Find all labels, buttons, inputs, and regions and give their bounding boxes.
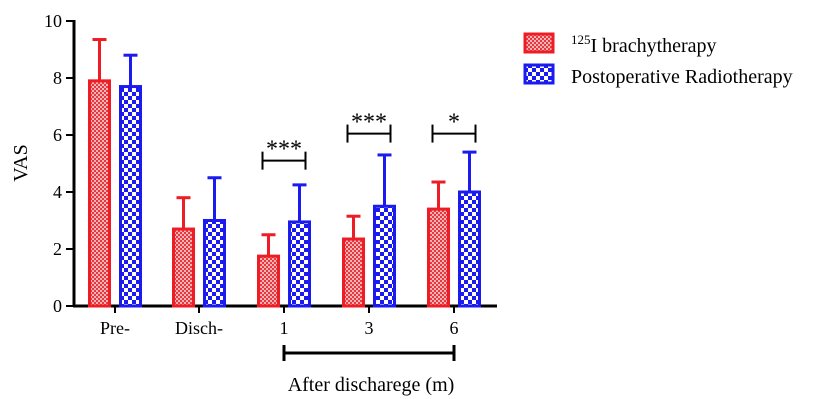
significance-label: ***	[266, 137, 302, 163]
legend: 125I brachytherapy Postoperative Radioth…	[523, 32, 793, 88]
bar	[288, 220, 311, 308]
x-axis-title: After discharege (m)	[288, 374, 455, 396]
significance-label: ***	[351, 110, 387, 136]
y-tick-label: 10	[44, 11, 62, 31]
legend-swatch-radiotherapy	[523, 63, 555, 85]
y-tick-label: 8	[53, 68, 62, 88]
x-tick-label: 6	[450, 318, 459, 338]
legend-item-radiotherapy: Postoperative Radiotherapy	[523, 63, 793, 88]
bar	[373, 204, 396, 308]
y-tick-label: 2	[53, 239, 62, 259]
legend-item-125i: 125I brachytherapy	[523, 32, 717, 57]
bar	[172, 227, 195, 308]
x-tick-label: Pre-	[100, 318, 130, 338]
y-axis-title: VAS	[10, 144, 32, 181]
x-tick-label: 1	[280, 318, 289, 338]
bar	[458, 190, 481, 308]
bar	[88, 79, 111, 308]
bar	[257, 254, 280, 308]
legend-label-radiotherapy: Postoperative Radiotherapy	[571, 66, 793, 88]
legend-label-125i: I brachytherapy	[591, 35, 717, 57]
svg-text:125I brachytherapy: 125I brachytherapy	[571, 32, 717, 57]
y-tick-label: 4	[53, 182, 62, 202]
x-tick-label: 3	[365, 318, 374, 338]
significance-label: *	[448, 110, 460, 136]
x-tick-label: Disch-	[175, 318, 223, 338]
bar	[342, 237, 365, 308]
bar	[427, 207, 450, 308]
y-tick-label: 0	[53, 296, 62, 316]
bar	[119, 85, 142, 308]
bar	[203, 219, 226, 308]
y-tick-label: 6	[53, 125, 62, 145]
legend-swatch-125i	[523, 32, 555, 54]
legend-label-sup: 125	[571, 32, 591, 47]
